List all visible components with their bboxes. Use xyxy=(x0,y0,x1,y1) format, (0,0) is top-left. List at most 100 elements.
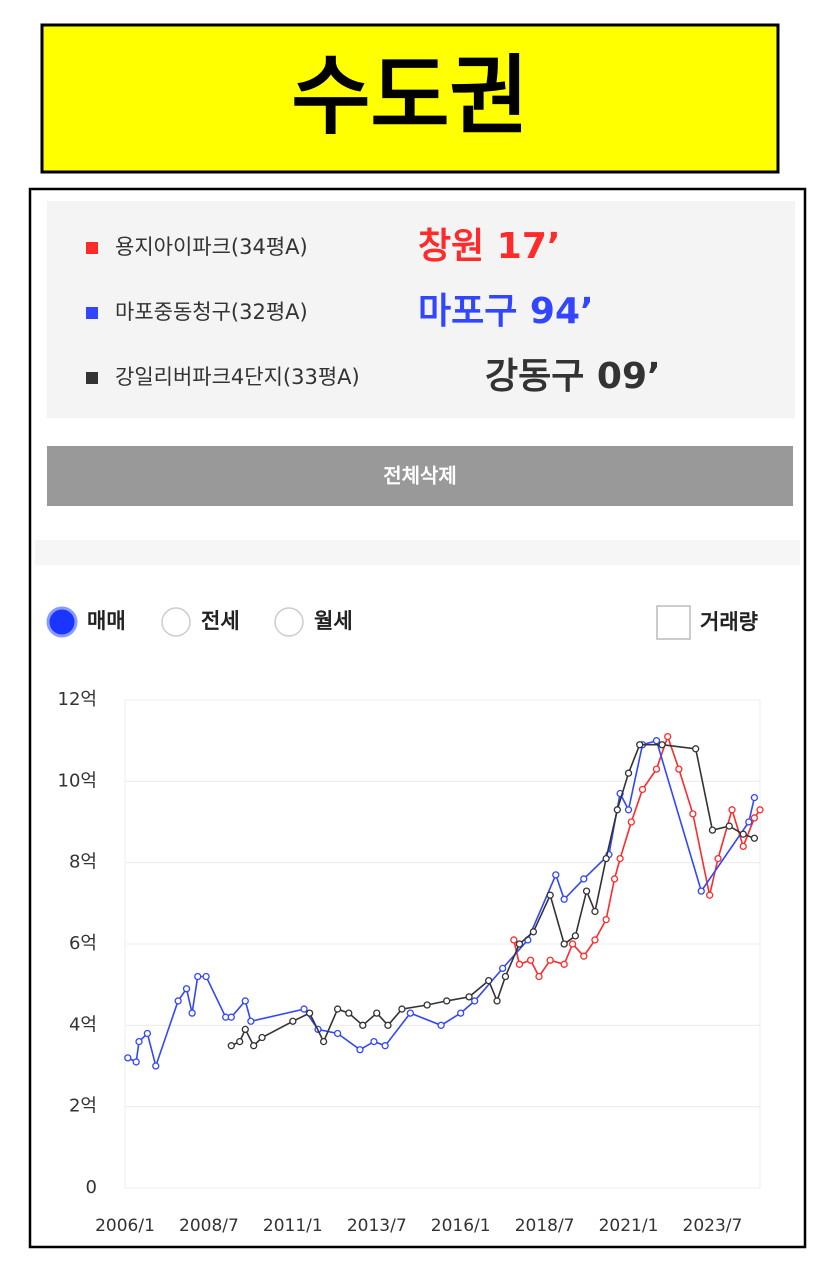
data-point xyxy=(560,895,568,903)
x-tick-label: 2008/7 xyxy=(179,1216,239,1236)
data-point xyxy=(227,1042,235,1050)
data-point xyxy=(250,1042,258,1050)
data-point xyxy=(300,1005,308,1013)
data-point xyxy=(188,1009,196,1017)
data-point xyxy=(241,1025,249,1034)
radio-label: 전세 xyxy=(201,609,240,633)
data-point xyxy=(437,1021,445,1029)
legend-swatch xyxy=(86,242,98,254)
data-point xyxy=(636,741,644,749)
data-point xyxy=(493,997,501,1005)
radio[interactable] xyxy=(274,607,304,637)
data-point xyxy=(515,960,524,968)
data-point xyxy=(750,834,759,842)
x-tick-label: 2011/1 xyxy=(263,1216,323,1236)
x-tick-label: 2016/1 xyxy=(431,1216,491,1236)
data-point xyxy=(739,830,747,838)
delete-all-button[interactable] xyxy=(47,446,793,506)
data-point xyxy=(498,964,507,973)
data-point xyxy=(485,976,493,985)
y-tick-label: 2억 xyxy=(69,1096,97,1117)
data-point xyxy=(227,1013,235,1021)
legend-swatch xyxy=(86,372,98,384)
data-point xyxy=(319,1037,328,1046)
y-tick-label: 12억 xyxy=(58,689,97,710)
data-point xyxy=(675,765,683,773)
data-point xyxy=(591,936,599,944)
data-point xyxy=(526,956,535,964)
data-point xyxy=(457,1009,465,1017)
data-point xyxy=(465,993,473,1001)
radio-label: 월세 xyxy=(314,609,353,633)
x-tick-label: 2021/1 xyxy=(599,1216,659,1236)
data-point xyxy=(689,810,697,818)
data-point xyxy=(602,915,610,924)
legend-label: 마포중동청구(32평A) xyxy=(115,300,308,324)
legend-note: 창원 17’ xyxy=(418,226,561,267)
legend-note: 마포구 94’ xyxy=(418,291,594,332)
data-point xyxy=(529,928,538,936)
data-point xyxy=(423,1001,431,1009)
data-point xyxy=(247,1017,255,1025)
data-point xyxy=(535,972,543,981)
volume-checkbox[interactable] xyxy=(656,605,691,640)
data-point xyxy=(580,875,588,883)
data-point xyxy=(289,1017,297,1025)
data-point xyxy=(381,1042,389,1050)
x-tick-label: 2013/7 xyxy=(347,1216,407,1236)
data-point xyxy=(356,1046,364,1054)
data-point xyxy=(333,1029,342,1038)
data-point xyxy=(602,854,610,863)
data-point xyxy=(571,932,580,940)
data-point xyxy=(652,765,661,773)
legend-label: 용지아이파크(34평A) xyxy=(115,235,308,259)
y-tick-label: 8억 xyxy=(69,852,97,873)
data-point xyxy=(624,806,633,814)
data-point xyxy=(345,1009,353,1017)
data-point xyxy=(202,972,210,981)
x-tick-label: 2006/1 xyxy=(95,1216,155,1236)
legend-note: 강동구 09’ xyxy=(485,356,661,397)
data-point xyxy=(756,806,764,814)
data-point xyxy=(305,1009,314,1017)
data-point xyxy=(333,1005,342,1013)
data-point xyxy=(664,732,672,741)
data-point xyxy=(725,822,733,830)
data-point xyxy=(610,875,619,883)
x-tick-label: 2023/7 xyxy=(683,1216,743,1236)
data-point xyxy=(714,854,722,863)
data-point xyxy=(560,940,568,948)
legend-box xyxy=(47,201,795,418)
data-point xyxy=(359,1021,367,1029)
radio[interactable] xyxy=(46,606,78,638)
data-point xyxy=(546,891,554,899)
separator xyxy=(35,540,800,565)
data-point xyxy=(258,1033,266,1042)
data-point xyxy=(658,741,666,749)
data-point xyxy=(582,887,591,895)
data-point xyxy=(515,940,524,948)
y-tick-label: 0 xyxy=(86,1177,97,1198)
y-tick-label: 6억 xyxy=(69,933,97,954)
data-point xyxy=(750,793,759,802)
header-box xyxy=(40,23,780,174)
data-point xyxy=(406,1009,414,1017)
data-point xyxy=(501,972,510,981)
data-point xyxy=(510,936,518,944)
button-label: 전체삭제 xyxy=(383,464,457,488)
data-point xyxy=(236,1037,244,1046)
data-point xyxy=(627,818,635,826)
data-point xyxy=(745,818,753,826)
data-point xyxy=(560,960,568,968)
checkbox-label: 거래량 xyxy=(700,610,758,634)
data-point xyxy=(241,997,249,1005)
data-point xyxy=(750,814,759,822)
data-point xyxy=(443,997,451,1005)
data-point xyxy=(373,1009,381,1017)
data-point xyxy=(568,940,577,948)
data-point xyxy=(697,887,705,895)
data-point xyxy=(739,842,747,851)
data-point xyxy=(370,1037,378,1046)
radio[interactable] xyxy=(161,607,191,637)
